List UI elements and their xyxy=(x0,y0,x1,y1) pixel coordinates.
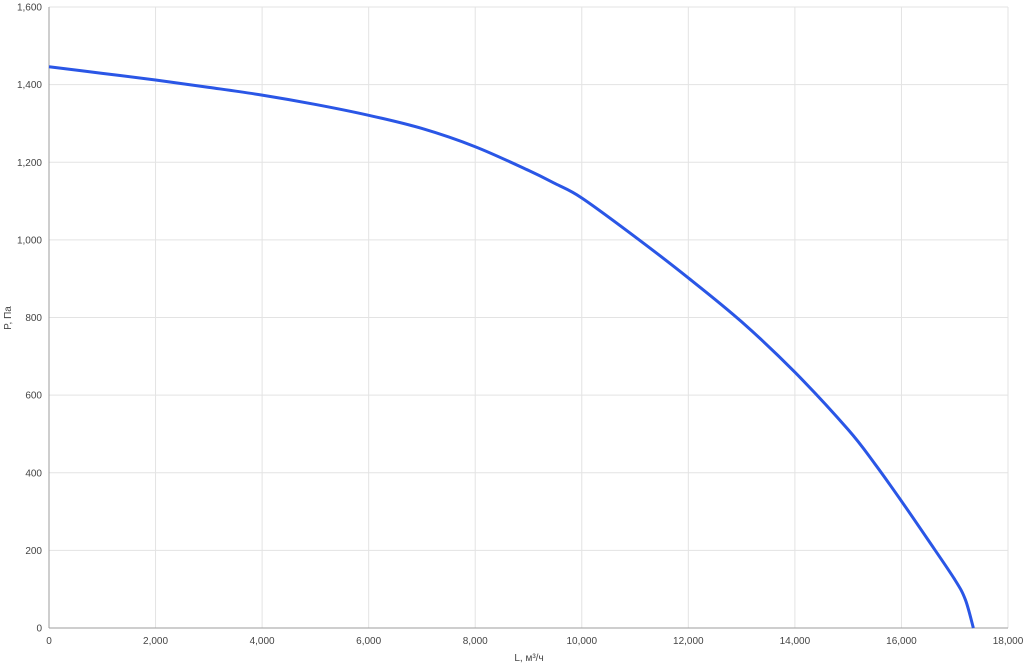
y-tick-label: 200 xyxy=(25,546,42,557)
series-layer xyxy=(48,65,975,629)
y-tick-label: 1,200 xyxy=(17,158,42,169)
y-tick-label: 1,600 xyxy=(17,3,42,14)
y-tick-label: 1,000 xyxy=(17,235,42,246)
y-axis-label: P, Па xyxy=(3,306,14,330)
grid xyxy=(49,6,1009,628)
x-tick-label: 12,000 xyxy=(673,636,704,647)
x-tick-label: 6,000 xyxy=(356,636,381,647)
x-tick-label: 10,000 xyxy=(566,636,597,647)
x-tick-labels: 0 2,000 4,000 6,000 8,000 10,000 12,000 14,000 1… xyxy=(46,636,1024,647)
x-tick-label: 14,000 xyxy=(780,636,811,647)
x-tick-label: 2,000 xyxy=(143,636,168,647)
series-line xyxy=(48,65,975,629)
y-tick-label: 800 xyxy=(25,313,42,324)
y-tick-label: 600 xyxy=(25,391,42,402)
y-tick-labels: 0 200 400 600 800 1,000 1,200 1,400 1,600 xyxy=(17,3,42,635)
x-tick-label: 4,000 xyxy=(250,636,275,647)
y-tick-label: 400 xyxy=(25,468,42,479)
y-tick-label: 1,400 xyxy=(17,80,42,91)
y-tick-label: 0 xyxy=(36,624,42,635)
x-tick-label: 18,000 xyxy=(993,636,1024,647)
x-axis-label: L, м³/ч xyxy=(514,653,543,664)
x-tick-label: 0 xyxy=(46,636,52,647)
axes xyxy=(48,7,1008,629)
x-tick-label: 16,000 xyxy=(886,636,917,647)
x-tick-label: 8,000 xyxy=(463,636,488,647)
